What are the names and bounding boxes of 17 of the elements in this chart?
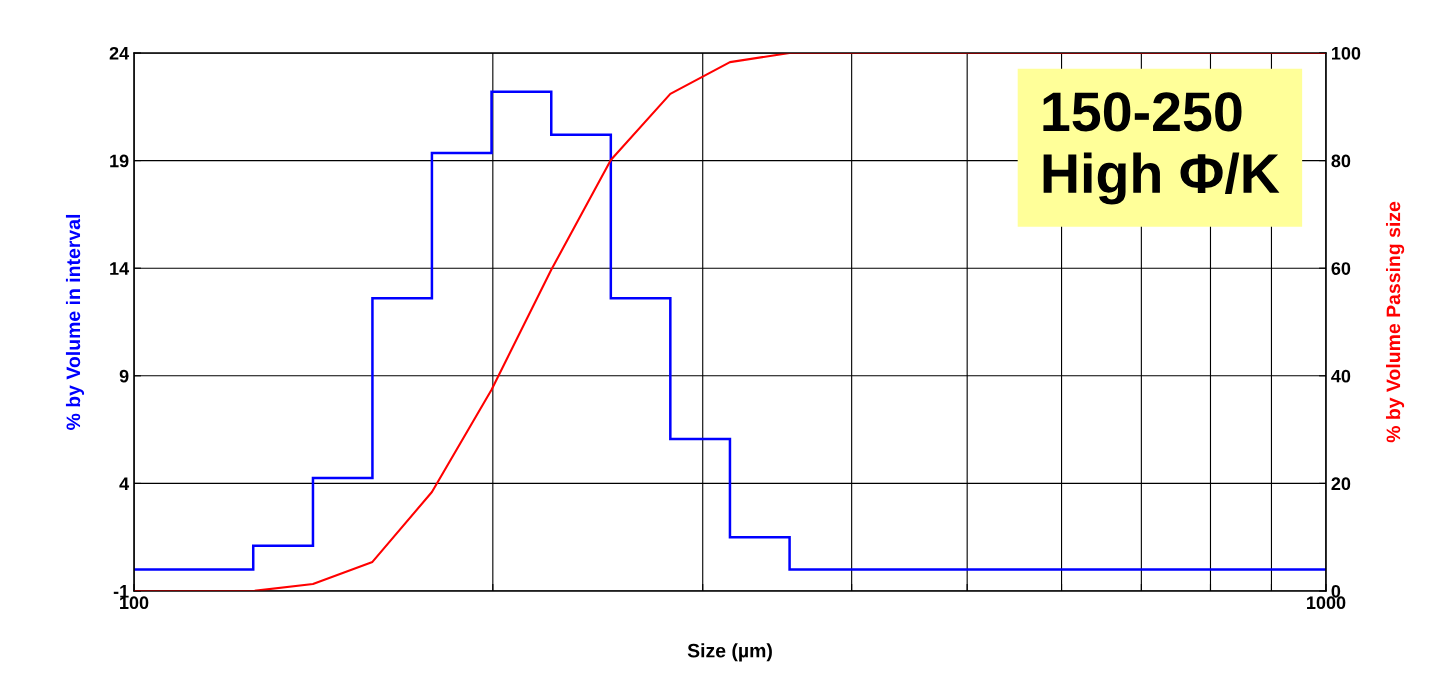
- y2-tick-label: 0: [1331, 584, 1341, 598]
- y-tick-label: 4: [119, 477, 130, 490]
- y-axis-title: % by Volume in interval: [65, 214, 85, 430]
- y2-axis-title: % by Volume Passing size: [1385, 201, 1405, 443]
- y2-tick-label: 100: [1332, 46, 1361, 60]
- y-tick-label: 9: [119, 369, 129, 383]
- y2-tick-label: 60: [1331, 262, 1351, 275]
- x-tick-label: 1000: [1307, 596, 1346, 610]
- y2-tick-label: 80: [1331, 154, 1351, 168]
- y2-tick-label: 20: [1331, 477, 1351, 491]
- y-tick-label: -1: [113, 585, 129, 598]
- annotation: 150-250 High Φ/K: [1043, 92, 1280, 205]
- x-axis-title: Size (µm): [687, 643, 772, 662]
- y-tick-label: 19: [110, 154, 129, 168]
- y-tick-label: 14: [110, 262, 130, 275]
- y-tick-label: 24: [109, 46, 130, 60]
- y2-tick-label: 40: [1331, 369, 1351, 383]
